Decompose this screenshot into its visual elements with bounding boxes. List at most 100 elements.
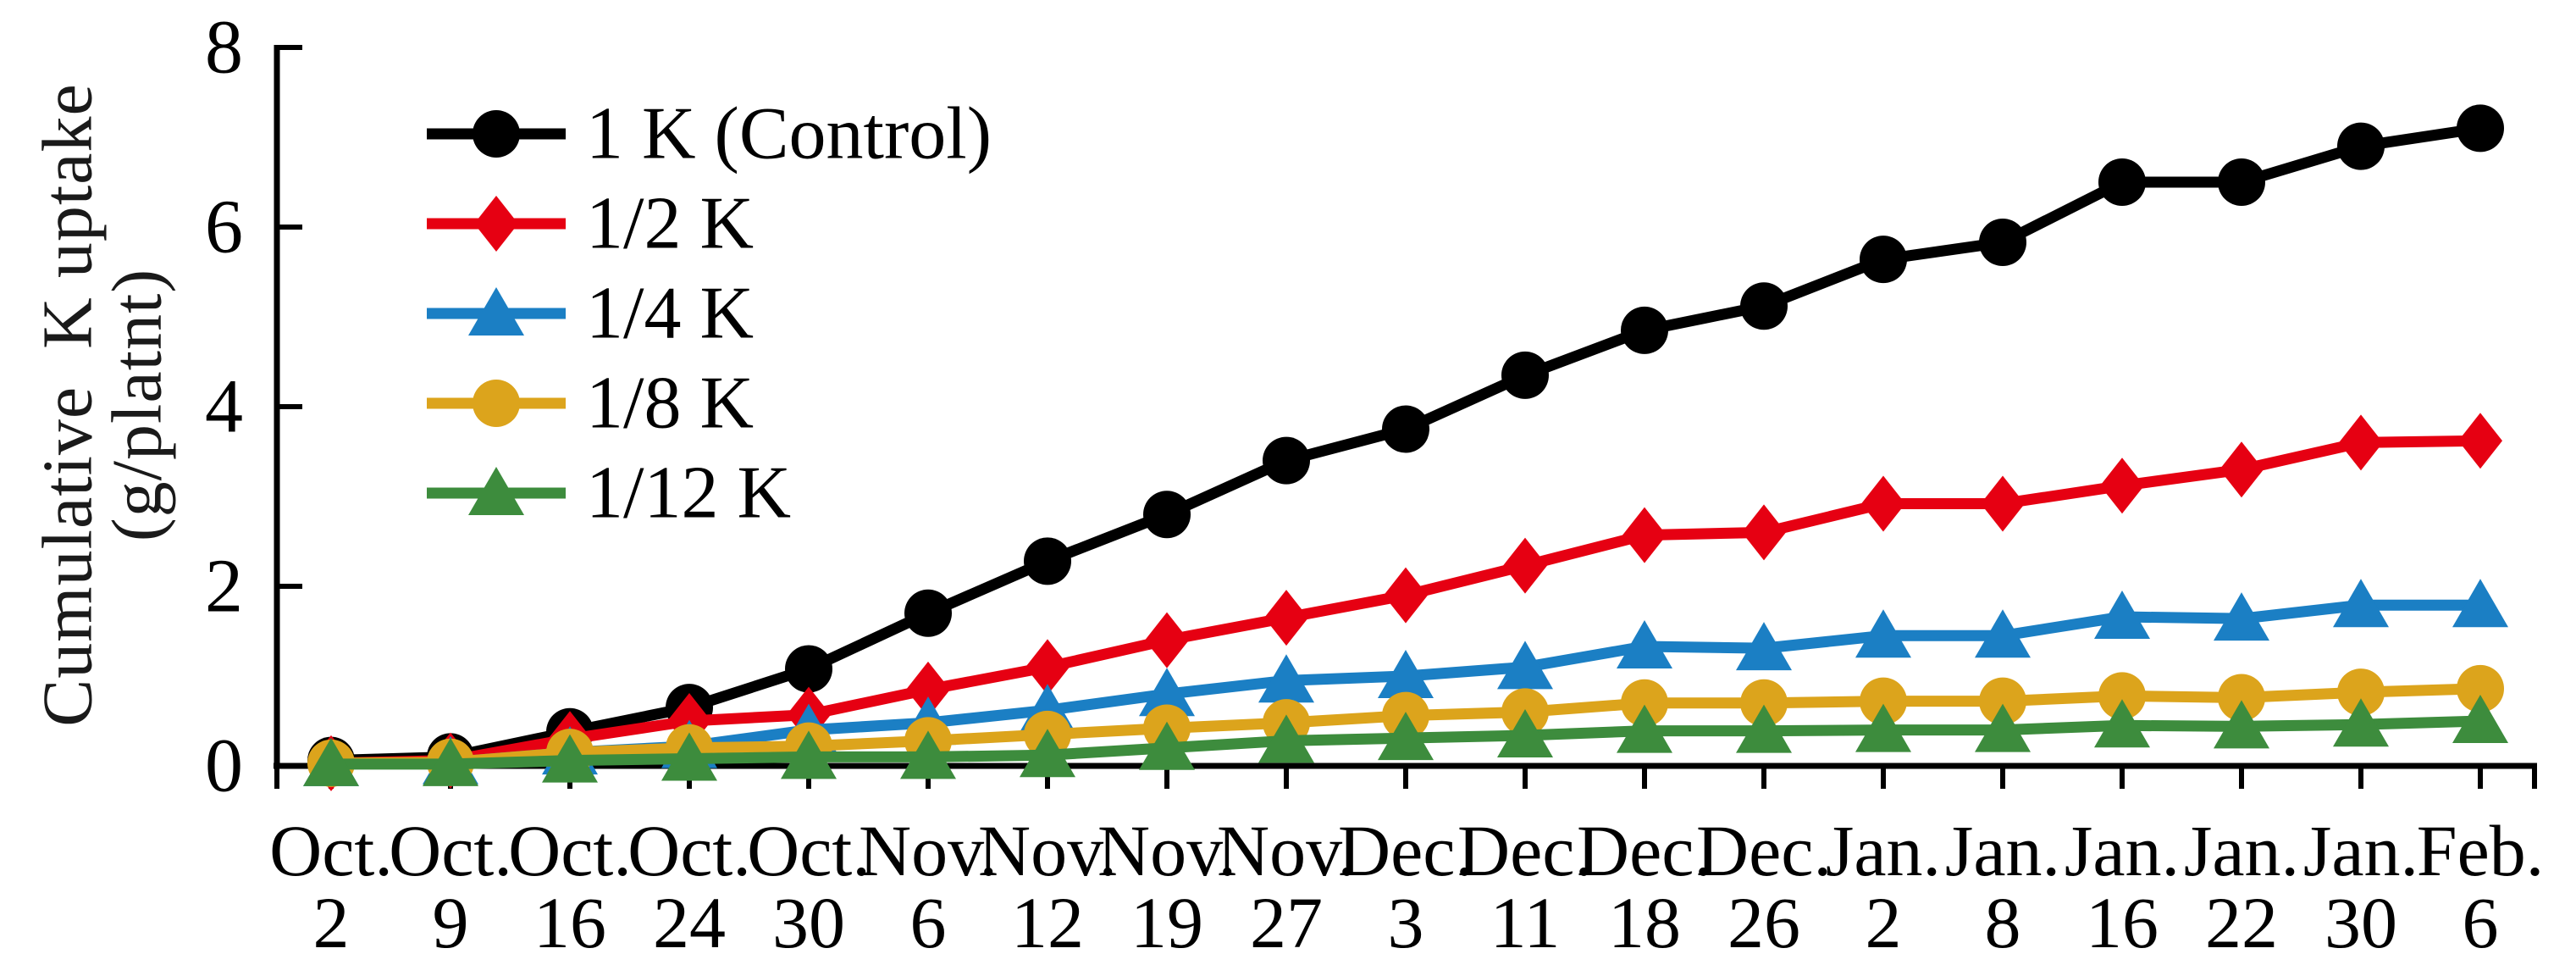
data-point-marker [2218,158,2265,206]
x-day-label: 26 [1727,882,1800,963]
legend-item-1-2-k: 1/2 K [427,183,754,265]
x-month-label: Nov. [1097,810,1236,891]
data-point-marker [1024,537,1071,585]
data-point-marker [1860,677,1907,725]
x-month-label: Jan. [1826,810,1941,891]
data-point-marker [2098,158,2146,206]
data-point-marker [2457,104,2504,153]
data-point-marker [1621,679,1668,727]
x-month-label: Jan. [2303,810,2418,891]
x-day-label: 22 [2205,882,2278,963]
x-day-label: 6 [2463,882,2499,963]
data-point-marker [542,734,598,783]
y-tick-label: 6 [205,186,243,269]
x-month-label: Feb. [2417,810,2545,891]
data-point-marker [1139,668,1195,717]
legend-label: 1/12 K [586,452,791,535]
data-point-marker [781,730,837,779]
x-day-label: 11 [1490,882,1561,963]
data-point-marker [2218,674,2265,722]
data-point-marker [468,467,524,515]
data-point-marker [1378,712,1434,761]
data-point-marker [1025,639,1070,696]
legend-label: 1/2 K [586,183,754,265]
x-day-label: 24 [653,882,726,963]
data-point-marker [1384,567,1428,624]
x-month-label: Nov. [978,810,1117,891]
data-point-marker [1617,704,1672,753]
data-point-marker [2094,699,2150,748]
legend-item-1-8-k: 1/8 K [427,363,754,445]
x-month-label: Oct. [389,810,512,891]
x-month-label: Dec. [1696,810,1832,891]
data-point-marker [661,732,717,781]
data-point-marker [1981,475,2025,532]
data-point-marker [2452,695,2508,743]
data-point-marker [1020,729,1075,778]
data-point-marker [474,196,518,252]
data-point-marker [1382,405,1429,453]
data-point-marker [1855,609,1911,658]
data-point-marker [1742,504,1786,561]
x-day-label: 2 [313,882,350,963]
series-1-12-k [303,695,2508,786]
x-month-label: Nov. [859,810,998,891]
data-point-marker [1378,650,1434,698]
x-day-label: 30 [772,882,845,963]
x-month-label: Oct. [508,810,632,891]
data-point-marker [423,737,478,786]
data-point-marker [1258,714,1314,763]
x-day-label: 6 [910,882,947,963]
data-point-marker [1860,236,1907,284]
x-day-label: 16 [533,882,606,963]
data-point-marker [1622,507,1667,563]
legend-item-1-12-k: 1/12 K [427,452,791,535]
x-month-label: Dec. [1338,810,1473,891]
x-day-label: 16 [2086,882,2159,963]
data-point-marker [2214,700,2269,749]
data-point-marker [2214,592,2269,641]
x-month-label: Oct. [627,810,751,891]
data-point-marker [2100,458,2144,514]
data-point-marker [1736,704,1792,753]
y-tick-label: 4 [205,365,243,449]
x-day-label: 9 [433,882,469,963]
x-day-label: 18 [1608,882,1681,963]
data-point-marker [2457,664,2504,713]
data-point-marker [2452,579,2508,628]
legend-label: 1/8 K [586,363,754,445]
x-day-label: 2 [1866,882,1902,963]
x-day-labels: 2 9 16 24 30 6 12 19 27 3 11 18 26 2 8 16 22 30 6 [313,882,2499,963]
data-point-marker [2337,668,2385,717]
data-point-marker [1503,537,1547,594]
x-day-label: 8 [1985,882,2021,963]
data-point-marker [473,380,520,427]
x-day-label: 12 [1011,882,1084,963]
x-month-label: Jan. [2184,810,2299,891]
data-point-marker [1979,677,2026,725]
data-point-marker [1621,306,1668,354]
x-day-label: 19 [1130,882,1203,963]
y-tick-label: 0 [205,724,243,808]
data-point-marker [1975,703,2031,752]
x-month-label: Jan. [1945,810,2060,891]
y-tick-label: 8 [205,6,243,90]
data-point-marker [2333,698,2389,747]
data-point-marker [2458,413,2502,469]
data-point-marker [1740,282,1788,330]
x-month-label: Dec. [1577,810,1712,891]
x-day-label: 27 [1250,882,1323,963]
data-point-marker [1740,679,1788,727]
data-point-marker [1736,622,1792,671]
data-point-marker [1501,351,1549,399]
data-point-marker [1979,219,2026,267]
x-day-label: 30 [2324,882,2397,963]
data-point-marker [1861,475,1905,532]
x-month-label: Dec. [1457,810,1593,891]
legend-item-1-4-k: 1/4 K [427,273,754,355]
data-point-marker [1497,641,1553,690]
legend-label: 1 K (Control) [586,93,992,175]
data-point-marker [1139,721,1195,770]
legend-item-1-k-control: 1 K (Control) [427,93,992,175]
